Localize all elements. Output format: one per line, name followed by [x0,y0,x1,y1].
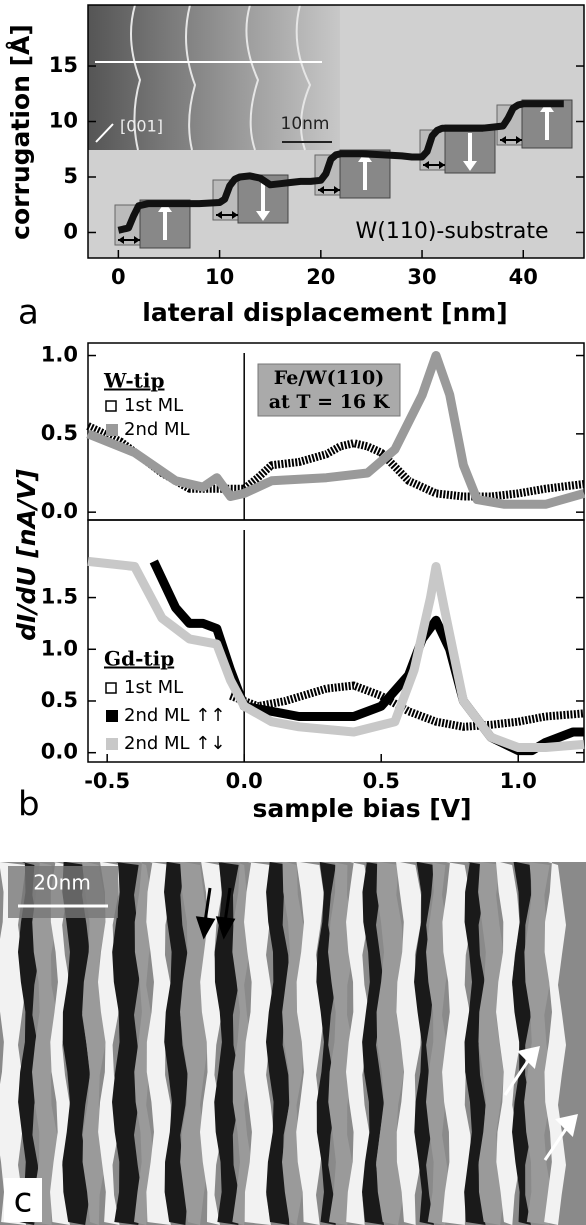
data-line [229,681,585,731]
legend-label: 1st ML [124,395,183,416]
legend-title: Gd-tip [104,647,174,671]
inset-scale-label: 10nm [281,114,330,134]
stripe [62,862,90,1225]
y-tick-label: 1.0 [41,636,78,660]
image-arrows [195,887,236,940]
wall-arrowhead [118,236,124,244]
x-axis-label: sample bias [V] [252,794,471,823]
stripe [362,862,384,1225]
stripe [282,862,304,1225]
wall-arrowhead [318,186,324,194]
y-tick-label: 5 [63,164,78,188]
annotation: at T = 16 K [269,391,391,413]
wall-arrowhead [500,136,506,144]
wall-arrowhead [232,211,238,219]
stripe [328,862,353,1225]
x-tick-label: 30 [407,265,436,289]
x-tick-label: 10 [205,265,234,289]
stripe [512,862,532,1225]
stripe [478,862,504,1225]
stripe [244,862,274,1225]
inset-arrow [95,123,114,143]
y-tick-label: 0.5 [41,688,78,712]
legend-label: 1st ML [124,677,183,698]
x-tick-label: 1.0 [500,769,537,793]
legend-label: 2nd ML [124,419,190,440]
legend-swatch [106,710,118,722]
stripe [442,862,472,1225]
wall-arrowhead [334,186,340,194]
image-arrows-white [503,1046,578,1161]
panel-label: c [14,1181,33,1221]
legend-swatch [105,682,117,694]
legend-label: 2nd ML ↑↓ [124,733,225,754]
y-tick-label: 0.0 [41,740,78,764]
annotation: Fe/W(110) [274,367,384,389]
x-tick-label: -0.5 [84,769,130,793]
y-tick-label: 0.0 [41,499,78,523]
scale-bar-label: 20nm [33,871,91,895]
legend-swatch [106,738,118,750]
stripe [376,862,404,1225]
inset-steps [130,4,312,151]
annotation-box [257,363,401,417]
stripe [544,862,566,1225]
x-tick-label: 20 [306,265,335,289]
legend-title: W-tip [103,369,165,393]
wall-arrowhead [516,136,522,144]
panel-label: b [18,785,40,825]
stripe [232,862,252,1225]
stm-image [0,862,586,1225]
y-tick-label: 10 [49,109,78,133]
y-axis-label: dI/dU [nA/V] [12,469,41,641]
y-tick-label: 1.0 [41,343,78,367]
y-tick-label: 0 [63,219,78,243]
scale-bar-box [8,866,118,918]
x-tick-label: 40 [509,265,538,289]
y-tick-label: 1.5 [41,585,78,609]
stripe [50,862,70,1225]
stripe [164,862,188,1225]
stripe [464,862,486,1225]
legend-swatch [106,424,118,436]
stripe [346,862,370,1225]
legend-label: 2nd ML ↑↑ [124,705,225,726]
panel-label: a [18,293,39,333]
wall-arrowhead [134,236,140,244]
stripe [266,862,290,1225]
panel-label-box [4,1178,42,1222]
y-axis-label: corrugation [Å] [6,24,35,240]
x-tick-label: 0.0 [226,769,263,793]
annotation: W(110)-substrate [356,219,549,244]
wall-arrowhead [439,161,445,169]
wall-arrowhead [423,161,429,169]
stripe [134,862,154,1225]
y-tick-label: 15 [49,53,78,77]
stripe [112,862,142,1225]
stripe [296,862,324,1225]
inset-direction: [001] [120,117,163,136]
wall-arrowhead [216,211,222,219]
stripe [98,862,120,1225]
data-line [117,100,564,234]
x-axis-label: lateral displacement [nm] [142,298,507,327]
inset-image [88,5,340,150]
x-tick-label: 0 [111,265,126,289]
plot-frame [87,519,585,763]
data-line [87,556,585,752]
data-line [86,351,586,509]
y-tick-label: 0.5 [41,421,78,445]
plot-frame [87,4,585,259]
stripe [414,862,434,1225]
legend-swatch [105,400,117,412]
domain-arrowhead [463,161,477,171]
stripe [146,862,172,1225]
domain-arrowhead [256,211,270,221]
x-tick-label: 0.5 [363,769,400,793]
stripe [32,862,58,1225]
